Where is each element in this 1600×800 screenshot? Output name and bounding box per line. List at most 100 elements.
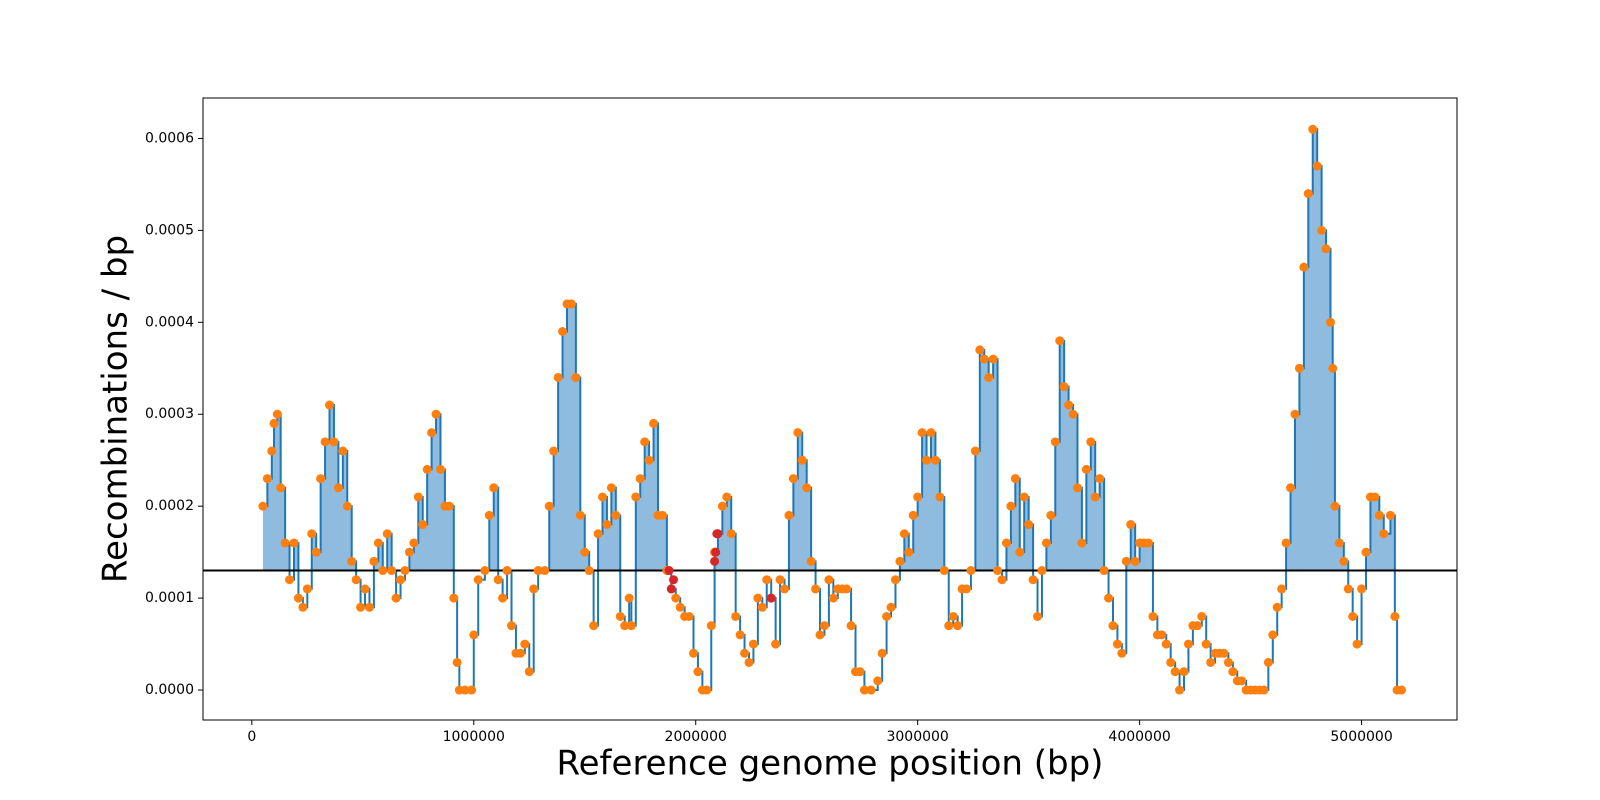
point — [1112, 639, 1122, 649]
point — [1286, 483, 1296, 493]
point — [988, 354, 998, 364]
point — [520, 639, 530, 649]
point — [1081, 464, 1091, 474]
point — [498, 593, 508, 603]
point — [524, 667, 534, 677]
point — [1126, 520, 1136, 530]
point — [460, 685, 470, 695]
point — [580, 547, 590, 557]
point — [1099, 566, 1109, 576]
point — [657, 510, 667, 520]
point — [452, 657, 462, 667]
point — [422, 464, 432, 474]
point — [926, 428, 936, 438]
y-tick-label: 0.0005 — [145, 222, 194, 238]
point — [418, 520, 428, 530]
x-tick-label: 2000000 — [665, 729, 727, 745]
point — [784, 510, 794, 520]
point — [1317, 225, 1327, 235]
point — [740, 648, 750, 658]
point — [364, 602, 374, 612]
point — [1308, 124, 1318, 134]
point — [873, 676, 883, 686]
point — [571, 372, 581, 382]
point — [298, 602, 308, 612]
point — [529, 584, 539, 594]
point — [1290, 409, 1300, 419]
point — [338, 446, 348, 456]
point — [930, 455, 940, 465]
point — [1348, 611, 1358, 621]
point — [904, 547, 914, 557]
point — [356, 602, 366, 612]
point — [469, 630, 479, 640]
point — [1050, 437, 1060, 447]
point — [970, 446, 980, 456]
point — [1334, 538, 1344, 548]
highlight-point — [710, 556, 720, 566]
point — [1277, 584, 1287, 594]
point — [489, 483, 499, 493]
point — [855, 667, 865, 677]
point — [606, 483, 616, 493]
point — [1095, 474, 1105, 484]
point — [1281, 538, 1291, 548]
point — [584, 566, 594, 576]
point — [1015, 547, 1025, 557]
point — [1121, 556, 1131, 566]
point — [267, 446, 277, 456]
point — [1379, 529, 1389, 539]
point — [1294, 363, 1304, 373]
point — [1179, 667, 1189, 677]
point — [775, 575, 785, 585]
point — [997, 575, 1007, 585]
point — [502, 566, 512, 576]
point — [329, 437, 339, 447]
point — [611, 510, 621, 520]
highlight-point — [666, 584, 676, 594]
point — [1357, 584, 1367, 594]
point — [316, 474, 326, 484]
point — [631, 492, 641, 502]
point — [1299, 262, 1309, 272]
point — [351, 575, 361, 585]
point — [1206, 657, 1216, 667]
point — [435, 464, 445, 474]
point — [979, 354, 989, 364]
point — [307, 529, 317, 539]
point — [269, 418, 279, 428]
point — [913, 492, 923, 502]
point — [626, 621, 636, 631]
point — [369, 556, 379, 566]
point — [1272, 602, 1282, 612]
point — [1197, 611, 1207, 621]
point — [726, 529, 736, 539]
point — [413, 492, 423, 502]
point — [890, 575, 900, 585]
point — [975, 345, 985, 355]
point — [320, 437, 330, 447]
highlight-point — [669, 575, 679, 585]
point — [635, 474, 645, 484]
point — [702, 685, 712, 695]
step-line — [262, 128, 1402, 692]
point — [1033, 611, 1043, 621]
point — [684, 611, 694, 621]
point — [846, 621, 856, 631]
point — [1010, 474, 1020, 484]
point — [1259, 685, 1269, 695]
x-tick-label: 4000000 — [1108, 729, 1170, 745]
point — [289, 538, 299, 548]
point — [1108, 621, 1118, 631]
point — [615, 611, 625, 621]
point — [1059, 382, 1069, 392]
point — [1321, 244, 1331, 254]
point — [404, 547, 414, 557]
point — [515, 648, 525, 658]
point — [806, 556, 816, 566]
y-axis-label: Recombinations / bp — [96, 235, 136, 583]
point — [640, 437, 650, 447]
point — [593, 529, 603, 539]
point — [1001, 538, 1011, 548]
